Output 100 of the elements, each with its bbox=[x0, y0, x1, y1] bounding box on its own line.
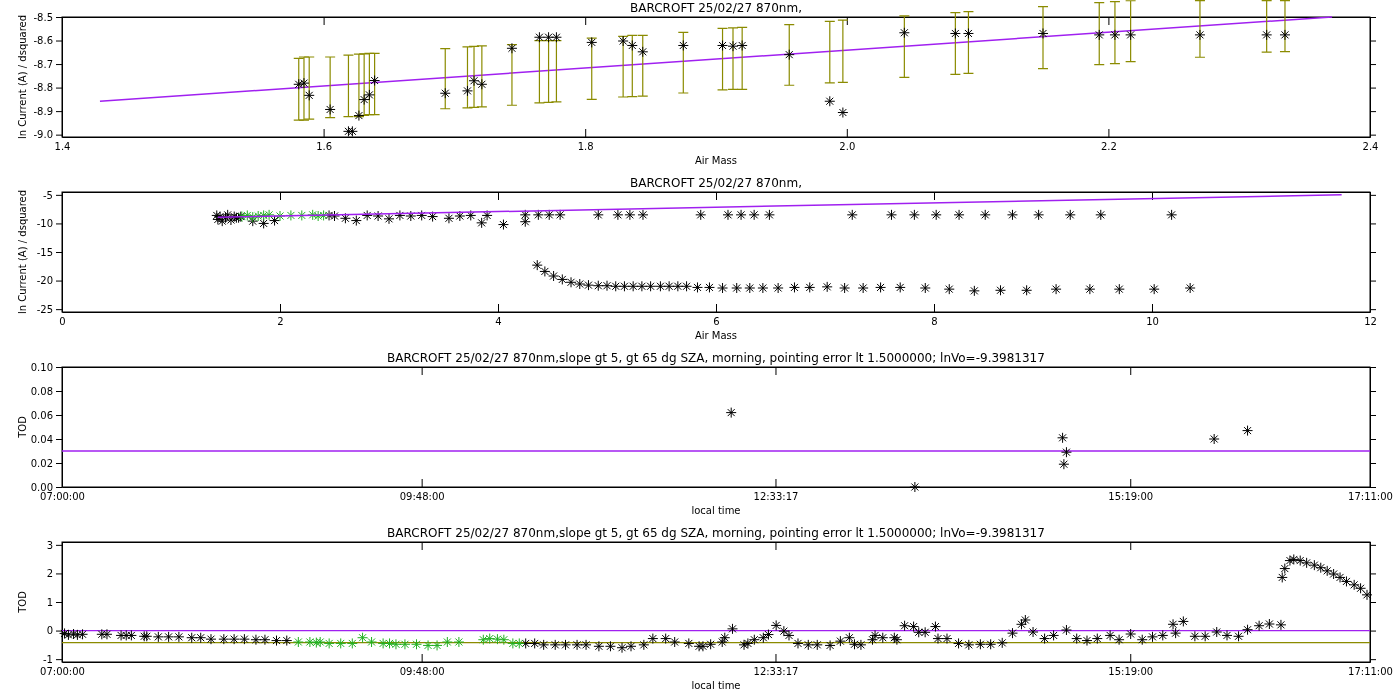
point bbox=[617, 35, 629, 47]
point bbox=[898, 27, 910, 39]
y-tick-label: -15 bbox=[36, 246, 53, 258]
y-tick-label: -5 bbox=[43, 189, 53, 201]
x-tick-label: 2.2 bbox=[1100, 141, 1117, 153]
point bbox=[1058, 458, 1070, 470]
x-tick-label: 17:11:00 bbox=[1348, 491, 1393, 503]
x-tick-label: 2.0 bbox=[839, 141, 856, 153]
point bbox=[1125, 29, 1137, 41]
x-tick-label: 07:00:00 bbox=[40, 666, 85, 678]
x-tick-label: 15:19:00 bbox=[1108, 491, 1154, 503]
point bbox=[439, 87, 451, 99]
x-tick-label: 10 bbox=[1146, 316, 1159, 328]
point bbox=[369, 75, 381, 87]
point bbox=[298, 77, 310, 89]
y-axis-title: ln Current (A) / dsquared bbox=[17, 189, 28, 315]
y-tick-label: 2 bbox=[46, 568, 53, 580]
x-tick-label: 1.6 bbox=[316, 141, 333, 153]
point bbox=[293, 78, 305, 90]
x-tick-label: 2.4 bbox=[1362, 141, 1379, 153]
x-tick-label: 0 bbox=[59, 316, 66, 328]
chart-title: BARCROFT 25/02/27 870nm,slope gt 5, gt 65 dg SZA, morning, pointing error lt 1.5000000; lnVo=-9.3981317 bbox=[387, 351, 1045, 365]
point bbox=[949, 27, 961, 39]
point bbox=[506, 42, 518, 54]
point bbox=[303, 89, 315, 101]
x-tick-label: 1.8 bbox=[577, 141, 594, 153]
point bbox=[476, 78, 488, 90]
point bbox=[1057, 432, 1069, 444]
x-axis-title: local time bbox=[691, 505, 741, 516]
x-axis-title: Air Mass bbox=[694, 330, 738, 341]
point bbox=[717, 39, 729, 51]
x-tick-label: 15:19:00 bbox=[1108, 666, 1154, 678]
point bbox=[909, 481, 921, 493]
point bbox=[468, 75, 480, 87]
point bbox=[677, 39, 689, 51]
point bbox=[1242, 425, 1254, 437]
chart-title: BARCROFT 25/02/27 870nm,slope gt 5, gt 65 dg SZA, morning, pointing error lt 1.5000000; lnVo=-9.3981317 bbox=[387, 526, 1045, 540]
point bbox=[1261, 29, 1273, 41]
point bbox=[461, 85, 473, 97]
x-tick-label: 07:00:00 bbox=[40, 491, 85, 503]
chart-title: BARCROFT 25/02/27 870nm, bbox=[630, 1, 802, 15]
y-tick-label: -8.7 bbox=[33, 58, 53, 70]
point bbox=[783, 49, 795, 61]
y-tick-label: -9.0 bbox=[33, 129, 53, 141]
y-axis-title: ln Current (A) / dsquared bbox=[17, 14, 28, 140]
point bbox=[533, 31, 545, 43]
y-tick-label: -20 bbox=[36, 275, 53, 287]
point bbox=[1060, 446, 1072, 458]
x-tick-label: 12:33:17 bbox=[753, 491, 799, 503]
point bbox=[837, 107, 849, 119]
point bbox=[1037, 27, 1049, 39]
y-tick-label: -1 bbox=[43, 653, 53, 665]
x-tick-label: 17:11:00 bbox=[1348, 666, 1393, 678]
y-tick-label: -10 bbox=[36, 218, 53, 230]
point bbox=[353, 110, 365, 122]
y-tick-label: 0.08 bbox=[30, 385, 53, 397]
y-tick-label: 0 bbox=[46, 625, 53, 637]
x-tick-label: 12 bbox=[1364, 316, 1377, 328]
point bbox=[346, 125, 358, 137]
point bbox=[543, 31, 555, 43]
point bbox=[962, 27, 974, 39]
x-tick-label: 1.4 bbox=[54, 141, 71, 153]
point bbox=[358, 94, 370, 106]
chart-title: BARCROFT 25/02/27 870nm, bbox=[630, 176, 802, 190]
y-tick-label: -8.6 bbox=[33, 35, 53, 47]
point bbox=[1109, 29, 1121, 41]
x-tick-label: 8 bbox=[931, 316, 938, 328]
point bbox=[1194, 29, 1206, 41]
point bbox=[342, 125, 354, 137]
y-tick-label: 0.00 bbox=[30, 481, 53, 493]
x-axis-title: Air Mass bbox=[694, 155, 738, 166]
x-tick-label: 2 bbox=[277, 316, 284, 328]
y-tick-label: -8.5 bbox=[33, 11, 53, 23]
y-tick-label: -8.9 bbox=[33, 105, 53, 117]
point bbox=[1208, 433, 1220, 445]
y-tick-label: 1 bbox=[46, 596, 53, 608]
point bbox=[363, 89, 375, 101]
y-tick-label: 0.10 bbox=[30, 361, 53, 373]
x-tick-label: 4 bbox=[495, 316, 502, 328]
x-tick-label: 12:33:17 bbox=[753, 666, 799, 678]
y-axis-title: TOD bbox=[17, 590, 28, 614]
point bbox=[824, 95, 836, 107]
y-tick-label: 0.06 bbox=[30, 409, 53, 421]
point bbox=[550, 31, 562, 43]
point bbox=[1093, 29, 1105, 41]
point bbox=[1279, 29, 1291, 41]
point bbox=[324, 103, 336, 115]
x-tick-label: 6 bbox=[713, 316, 720, 328]
x-tick-label: 09:48:00 bbox=[399, 491, 445, 503]
y-tick-label: 3 bbox=[46, 539, 53, 551]
point bbox=[637, 46, 649, 58]
point bbox=[725, 407, 737, 419]
y-tick-label: 0.02 bbox=[30, 457, 53, 469]
point bbox=[626, 39, 638, 51]
y-tick-label: 0.04 bbox=[30, 433, 53, 445]
point bbox=[586, 36, 598, 48]
x-axis-title: local time bbox=[691, 680, 741, 691]
x-tick-label: 09:48:00 bbox=[399, 666, 445, 678]
y-tick-label: -8.8 bbox=[33, 82, 53, 94]
y-tick-label: -25 bbox=[36, 303, 53, 315]
